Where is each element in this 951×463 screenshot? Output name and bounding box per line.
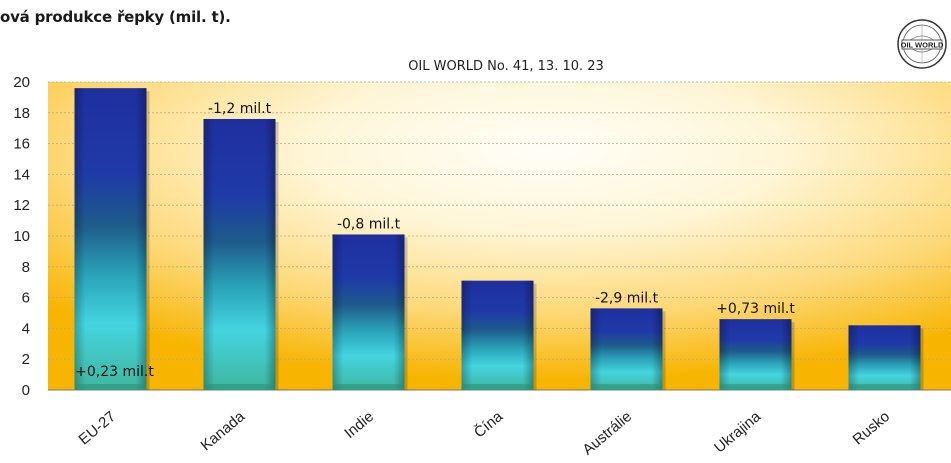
chart-subtitle: OIL WORLD No. 41, 13. 10. 23	[408, 59, 604, 74]
logo-main-text: OIL WORLD	[901, 41, 944, 50]
page-title: ová produkce řepky (mil. t).	[0, 8, 231, 26]
y-tick-label: 12	[13, 197, 30, 214]
y-tick-label: 6	[22, 290, 30, 307]
bar-annotation: -1,2 mil.t	[208, 101, 272, 117]
bar-base	[332, 384, 405, 390]
bar-annotation: +0,73 mil.t	[716, 301, 795, 317]
bar-shading	[74, 88, 147, 390]
y-tick-label: 16	[13, 136, 30, 153]
bar-shading	[203, 118, 276, 391]
x-tick-label: Indie	[341, 408, 377, 442]
y-tick-label: 2	[22, 351, 30, 368]
bar-annotation: -0,8 mil.t	[337, 216, 401, 232]
bar-base	[461, 384, 534, 390]
y-tick-label: 14	[13, 166, 30, 183]
x-tick-label: Ukrajina	[711, 408, 765, 457]
oil-world-logo: OIL WORLD	[897, 19, 947, 69]
bar-base	[848, 384, 921, 390]
x-tick-label: Rusko	[850, 408, 894, 448]
bar-base	[590, 384, 663, 390]
bar-shading	[461, 280, 534, 390]
y-tick-label: 10	[13, 228, 30, 245]
bar-shading	[848, 325, 921, 390]
bar-base	[719, 384, 792, 390]
y-tick-label: 18	[13, 105, 30, 122]
y-tick-label: 8	[22, 259, 30, 276]
x-tick-label: EU-27	[76, 408, 120, 448]
x-tick-label: Kanada	[198, 408, 249, 455]
bar-base	[203, 384, 276, 390]
bar-shading	[719, 319, 792, 390]
bar-shading	[332, 234, 405, 390]
bar-base	[74, 384, 147, 390]
x-tick-label: Austrálie	[579, 408, 635, 459]
bar-annotation: -2,9 mil.t	[595, 290, 659, 306]
y-tick-label: 4	[22, 320, 30, 337]
bar-shading	[590, 308, 663, 390]
y-tick-label: 20	[13, 74, 30, 91]
y-tick-label: 0	[22, 382, 30, 399]
bar-annotation: +0,23 mil.t	[75, 364, 154, 380]
x-tick-label: Čína	[471, 408, 507, 442]
